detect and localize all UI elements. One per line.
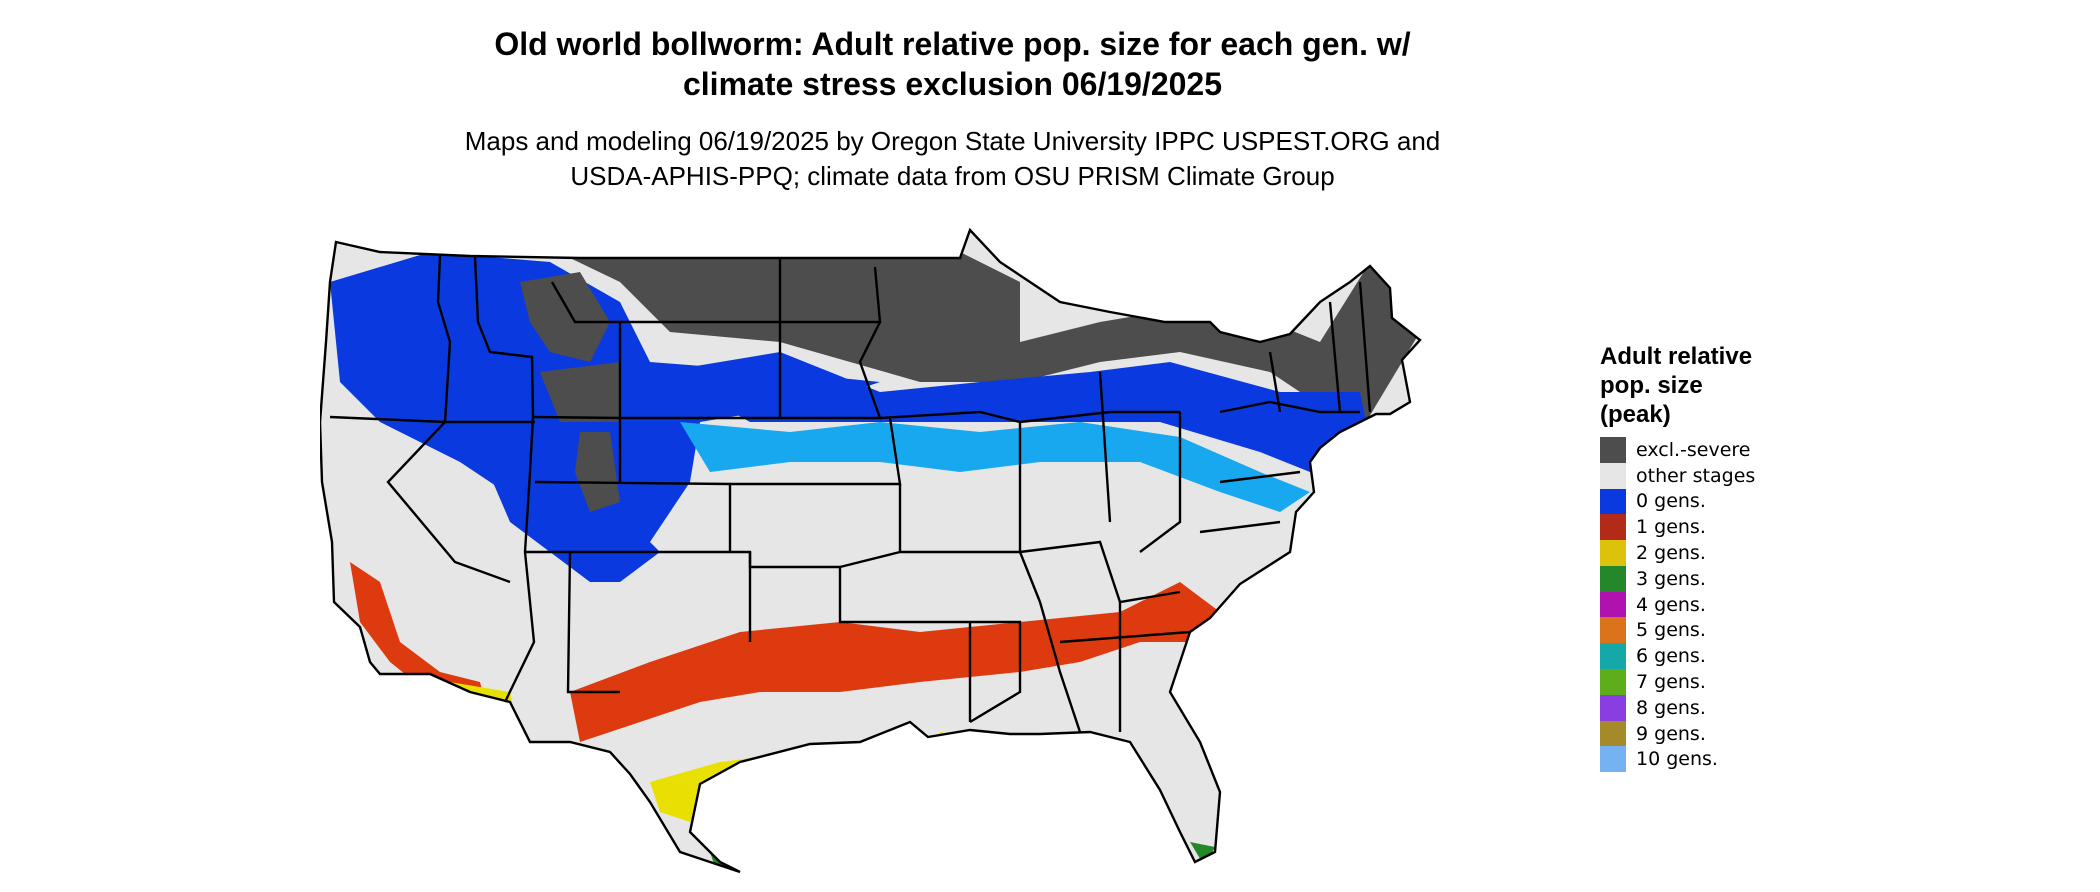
legend-items: excl.-severe other stages 0 gens. 1 gens… <box>1600 436 1830 773</box>
legend-label: 6 gens. <box>1636 645 1706 668</box>
legend-title-line-3: (peak) <box>1600 401 1671 428</box>
title-line-1: Old world bollworm: Adult relative pop. … <box>494 26 1411 62</box>
excluded-rockies <box>520 272 610 362</box>
legend-item: 5 gens. <box>1600 617 1830 644</box>
legend-item: 10 gens. <box>1600 746 1830 773</box>
legend-swatch <box>1600 462 1626 489</box>
legend-item: excl.-severe <box>1600 436 1830 463</box>
one-gen-california <box>350 562 490 722</box>
us-map <box>320 227 1422 874</box>
legend-title: Adult relative pop. size (peak) <box>1600 342 1830 429</box>
legend-item: 8 gens. <box>1600 694 1830 721</box>
legend-swatch <box>1600 436 1626 463</box>
map-title: Old world bollworm: Adult relative pop. … <box>0 24 1905 104</box>
legend-swatch <box>1600 643 1626 670</box>
subtitle-line-2: USDA-APHIS-PPQ; climate data from OSU PR… <box>570 161 1335 191</box>
legend: Adult relative pop. size (peak) excl.-se… <box>1600 342 1830 773</box>
zero-gen-light-belt <box>680 422 1310 512</box>
legend-label: 4 gens. <box>1636 593 1706 616</box>
legend-item: 6 gens. <box>1600 643 1830 670</box>
map-subtitle: Maps and modeling 06/19/2025 by Oregon S… <box>0 124 1905 194</box>
legend-label: 9 gens. <box>1636 722 1706 745</box>
legend-item: 4 gens. <box>1600 591 1830 618</box>
legend-swatch <box>1600 540 1626 567</box>
legend-label: other stages <box>1636 464 1756 487</box>
legend-title-line-1: Adult relative <box>1600 343 1753 370</box>
three-gen-florida-tip <box>1190 842 1215 867</box>
legend-label: 5 gens. <box>1636 619 1706 642</box>
legend-label: 8 gens. <box>1636 696 1706 719</box>
legend-label: 3 gens. <box>1636 567 1706 590</box>
legend-swatch <box>1600 694 1626 721</box>
legend-item: 1 gens. <box>1600 514 1830 541</box>
legend-swatch <box>1600 669 1626 696</box>
legend-label: 2 gens. <box>1636 542 1706 565</box>
legend-item: 0 gens. <box>1600 488 1830 515</box>
legend-item: other stages <box>1600 462 1830 489</box>
legend-swatch <box>1600 746 1626 773</box>
legend-item: 7 gens. <box>1600 669 1830 696</box>
one-gen-southern-band <box>570 582 1220 742</box>
legend-item: 9 gens. <box>1600 720 1830 747</box>
state-borders <box>320 227 1422 874</box>
excluded-colorado <box>575 432 620 512</box>
legend-label: 0 gens. <box>1636 490 1706 513</box>
legend-swatch <box>1600 591 1626 618</box>
excluded-region-north <box>570 252 1420 432</box>
legend-swatch <box>1600 617 1626 644</box>
legend-label: excl.-severe <box>1636 438 1751 461</box>
legend-swatch <box>1600 514 1626 541</box>
legend-swatch <box>1600 565 1626 592</box>
legend-label: 1 gens. <box>1636 516 1706 539</box>
zero-gen-northern-belt <box>660 352 1370 472</box>
legend-item: 3 gens. <box>1600 565 1830 592</box>
two-gen-florida <box>940 732 1020 782</box>
zero-gen-southwest <box>480 452 660 582</box>
legend-label: 10 gens. <box>1636 748 1718 771</box>
legend-swatch <box>1600 720 1626 747</box>
legend-label: 7 gens. <box>1636 671 1706 694</box>
excluded-wyoming <box>540 362 620 422</box>
title-line-2: climate stress exclusion 06/19/2025 <box>682 66 1222 102</box>
legend-swatch <box>1600 488 1626 515</box>
legend-item: 2 gens. <box>1600 540 1830 567</box>
legend-title-line-2: pop. size <box>1600 372 1703 399</box>
subtitle-line-1: Maps and modeling 06/19/2025 by Oregon S… <box>464 126 1441 156</box>
